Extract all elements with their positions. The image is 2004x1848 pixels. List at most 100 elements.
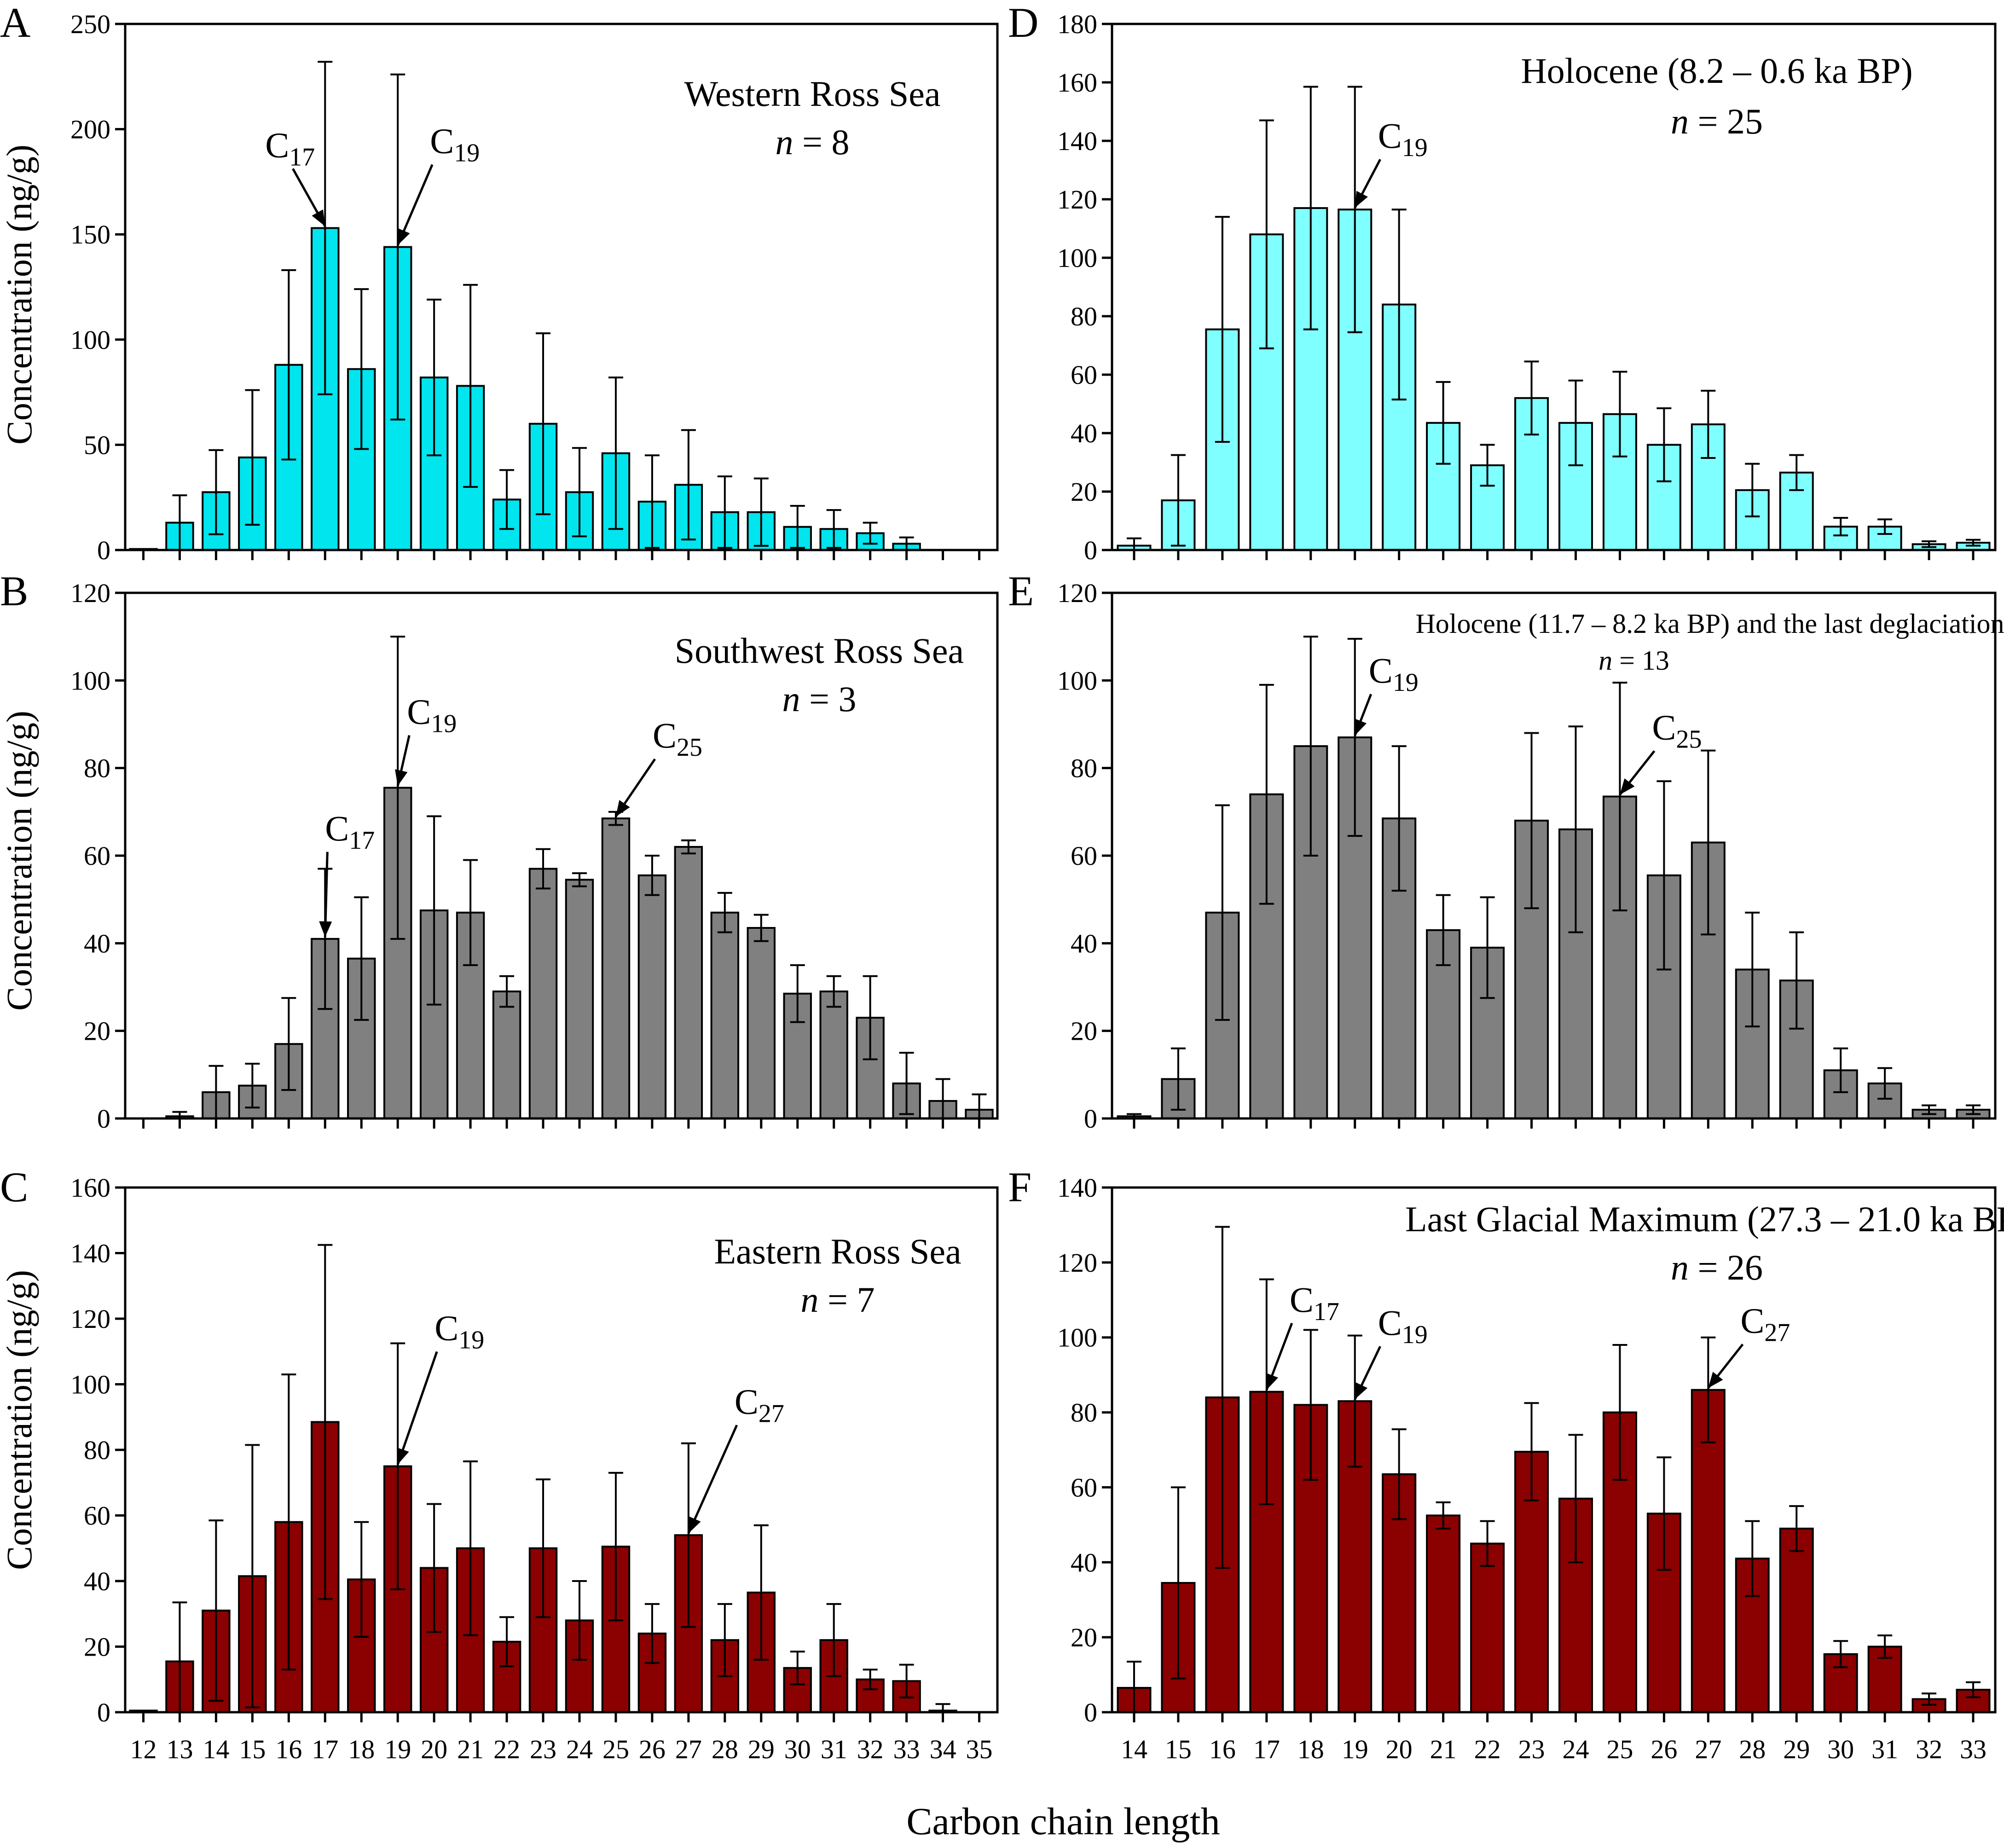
x-tick-label: 19 [384, 1734, 411, 1764]
y-axis-label-bottom: Concentration (ng/g) [0, 1270, 39, 1570]
annotation-arrowhead [1355, 191, 1368, 208]
plot-frame [1111, 23, 1997, 551]
panel-letter: B [0, 568, 28, 614]
y-tick-label: 80 [1071, 301, 1097, 331]
y-tick-label: 140 [1057, 1173, 1097, 1203]
plot-frame [1111, 591, 1997, 1120]
x-tick-label: 15 [1165, 1734, 1192, 1764]
annotation-arrowhead [1355, 1382, 1368, 1400]
bar [637, 874, 667, 1119]
annotation-arrowhead [1708, 1372, 1723, 1388]
x-tick-label: 12 [130, 1734, 156, 1764]
panel-letter: A [0, 0, 30, 46]
annotation-label: C17 [265, 125, 315, 171]
bar [710, 911, 740, 1119]
bar [637, 1633, 667, 1713]
y-tick-label: 120 [1057, 185, 1097, 214]
x-tick-label: 23 [1518, 1734, 1545, 1764]
annotation-label: C19 [1378, 1303, 1428, 1349]
x-tick-label: 16 [275, 1734, 302, 1764]
y-tick-label: 100 [70, 325, 110, 355]
panel-title: Southwest Ross Sea [675, 631, 964, 671]
panel-letter: F [1008, 1164, 1031, 1211]
annotation-label: C19 [430, 121, 480, 168]
sample-size-label: n = 26 [1671, 1247, 1763, 1287]
y-tick-label: 20 [1071, 1622, 1097, 1652]
y-tick-label: 20 [84, 1016, 110, 1046]
annotation-arrowhead [1266, 1373, 1278, 1390]
annotation-label: C19 [1369, 650, 1419, 697]
x-tick-label: 28 [1739, 1734, 1766, 1764]
sample-size-label: n = 13 [1599, 645, 1669, 676]
annotation-arrowhead [688, 1516, 701, 1534]
annotation-arrowhead [312, 209, 325, 226]
y-tick-label: 180 [1057, 9, 1097, 39]
bar [1470, 1542, 1505, 1714]
annotation-arrowhead [615, 800, 630, 817]
sample-size-label: n = 3 [782, 679, 857, 719]
y-tick-label: 160 [70, 1173, 110, 1203]
x-axis-label: Carbon chain length [906, 1800, 1220, 1843]
annotation-label: C25 [653, 715, 702, 762]
y-tick-label: 160 [1057, 68, 1097, 98]
bar [492, 991, 521, 1119]
x-tick-label: 31 [1871, 1734, 1898, 1764]
y-tick-label: 50 [84, 430, 110, 460]
y-tick-label: 20 [1071, 477, 1097, 507]
panel-title: Holocene (8.2 – 0.6 ka BP) [1521, 51, 1912, 91]
bar [1426, 1514, 1461, 1713]
panel-e: E 0 20 40 60 80 100 120 Holocene (11.7 – 8.2 ka … [1008, 568, 2004, 1134]
panel-title: Last Glacial Maximum (27.3 – 21.0 ka BP) [1405, 1199, 2004, 1239]
panel-letter: D [1008, 0, 1038, 46]
plot-frame [1111, 1186, 1997, 1714]
y-tick-label: 60 [1071, 841, 1097, 871]
panel-letter: E [1008, 568, 1034, 614]
y-tick-label: 200 [70, 115, 110, 145]
x-tick-label: 30 [1827, 1734, 1854, 1764]
bar [674, 846, 703, 1119]
x-tick-label: 33 [1960, 1734, 1987, 1764]
annotation-arrowhead [319, 921, 332, 937]
y-axis-label-top: Concentration (ng/g) [0, 145, 39, 445]
x-tick-label: 29 [748, 1734, 775, 1764]
y-tick-label: 80 [84, 753, 110, 783]
annotation-label: C25 [1652, 707, 1702, 754]
x-tick-label: 25 [602, 1734, 629, 1764]
y-tick-label: 100 [70, 666, 110, 695]
x-tick-label: 17 [312, 1734, 338, 1764]
x-tick-label: 18 [1297, 1734, 1324, 1764]
y-tick-label: 80 [1071, 1398, 1097, 1428]
annotation-label: C17 [1290, 1280, 1339, 1326]
plot-frame [124, 1186, 999, 1714]
x-tick-label: 20 [1386, 1734, 1413, 1764]
bar [819, 991, 848, 1119]
y-tick-label: 120 [70, 578, 110, 608]
annotation-label: C27 [1740, 1301, 1790, 1347]
bar [1691, 1389, 1726, 1714]
bar [1779, 1528, 1814, 1713]
sample-size-label: n = 8 [776, 122, 850, 162]
sample-size-label: n = 25 [1671, 101, 1763, 141]
panel-title: Holocene (11.7 – 8.2 ka BP) and the last… [1415, 608, 2004, 639]
annotation-arrowhead [395, 769, 408, 786]
x-tick-label: 17 [1253, 1734, 1280, 1764]
bar [601, 817, 631, 1119]
y-tick-label: 40 [1071, 418, 1097, 448]
x-tick-label: 27 [1695, 1734, 1721, 1764]
x-tick-label: 22 [1474, 1734, 1501, 1764]
annotation-arrowhead [398, 228, 410, 245]
y-tick-label: 120 [1057, 1248, 1097, 1278]
bar [528, 868, 558, 1120]
x-tick-label: 31 [821, 1734, 847, 1764]
y-tick-label: 120 [1057, 578, 1097, 608]
panel-a: A 0 50 100 150 200 250 Western Ross Sea n = 8 C17… [0, 0, 999, 565]
y-tick-label: 0 [1084, 535, 1097, 565]
x-tick-label: 33 [893, 1734, 920, 1764]
y-tick-label: 250 [70, 9, 110, 39]
x-tick-label: 20 [421, 1734, 447, 1764]
y-tick-label: 0 [97, 1697, 110, 1727]
panel-letter: C [0, 1164, 28, 1211]
x-tick-label: 34 [930, 1734, 956, 1764]
